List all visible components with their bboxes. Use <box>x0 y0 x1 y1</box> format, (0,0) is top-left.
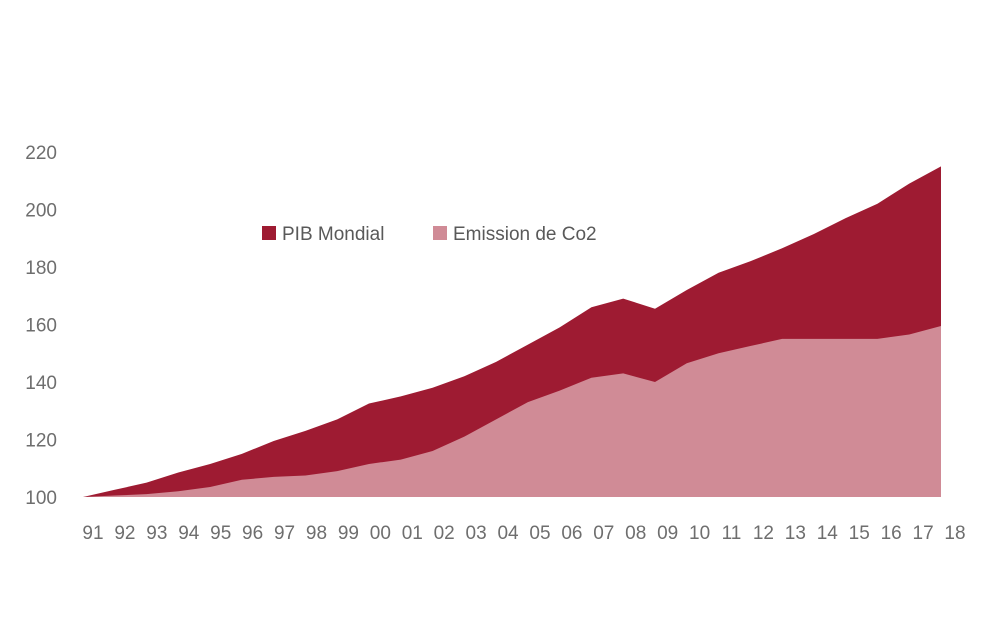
legend-swatch-pib-mondial <box>262 226 276 240</box>
x-tick-label: 96 <box>242 523 263 544</box>
y-tick-label: 160 <box>25 316 57 337</box>
x-tick-label: 94 <box>178 523 200 544</box>
area-series-1 <box>83 325 941 497</box>
y-tick-label: 120 <box>25 431 57 452</box>
x-tick-label: 12 <box>753 523 774 544</box>
y-tick-label: 200 <box>25 201 57 222</box>
x-tick-label: 18 <box>944 523 965 544</box>
x-tick-label: 02 <box>434 523 455 544</box>
x-tick-label: 15 <box>849 523 870 544</box>
legend-swatch-emission-co2 <box>433 226 447 240</box>
x-tick-label: 17 <box>913 523 934 544</box>
x-tick-label: 99 <box>338 523 359 544</box>
legend-label-pib-mondial: PIB Mondial <box>282 224 384 245</box>
y-tick-label: 100 <box>25 488 57 509</box>
x-tick-label: 07 <box>593 523 614 544</box>
x-tick-label: 97 <box>274 523 295 544</box>
x-tick-label: 10 <box>689 523 710 544</box>
x-axis: 91 92 93 94 95 96 97 98 99 00 01 02 03 04 05 06 07 08 09 10… <box>82 523 965 544</box>
x-tick-label: 03 <box>466 523 487 544</box>
legend: PIB Mondial Emission de Co2 <box>262 224 597 245</box>
x-tick-label: 14 <box>817 523 839 544</box>
x-tick-label: 11 <box>722 523 742 544</box>
x-tick-label: 16 <box>881 523 902 544</box>
y-tick-label: 220 <box>25 143 57 164</box>
x-tick-label: 09 <box>657 523 678 544</box>
chart-areas <box>83 166 941 497</box>
x-tick-label: 01 <box>402 523 423 544</box>
x-tick-label: 13 <box>785 523 806 544</box>
y-tick-label: 180 <box>25 258 57 279</box>
x-tick-label: 95 <box>210 523 231 544</box>
x-tick-label: 91 <box>82 523 103 544</box>
x-tick-label: 00 <box>370 523 391 544</box>
legend-label-emission-co2: Emission de Co2 <box>453 224 597 245</box>
x-tick-label: 92 <box>114 523 135 544</box>
x-tick-label: 08 <box>625 523 646 544</box>
x-tick-label: 05 <box>529 523 550 544</box>
y-tick-label: 140 <box>25 373 57 394</box>
x-tick-label: 93 <box>146 523 167 544</box>
x-tick-label: 04 <box>497 523 519 544</box>
x-tick-label: 98 <box>306 523 327 544</box>
y-axis: 100 120 140 160 180 200 220 <box>25 143 57 509</box>
x-tick-label: 06 <box>561 523 582 544</box>
